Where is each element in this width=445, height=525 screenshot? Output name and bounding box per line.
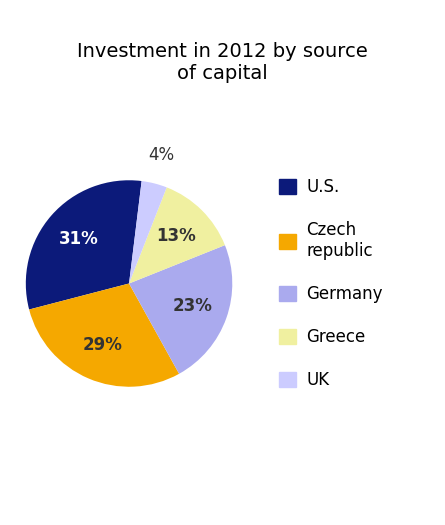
Text: 29%: 29% bbox=[83, 336, 122, 354]
Text: 31%: 31% bbox=[59, 230, 98, 248]
Wedge shape bbox=[26, 180, 142, 310]
Wedge shape bbox=[129, 181, 167, 284]
Wedge shape bbox=[29, 284, 179, 387]
Wedge shape bbox=[129, 187, 225, 284]
Text: 23%: 23% bbox=[172, 297, 212, 315]
Text: 13%: 13% bbox=[157, 227, 196, 245]
Text: 4%: 4% bbox=[148, 146, 174, 164]
Wedge shape bbox=[129, 245, 232, 374]
Text: Investment in 2012 by source
of capital: Investment in 2012 by source of capital bbox=[77, 42, 368, 83]
Legend: U.S., Czech
republic, Germany, Greece, UK: U.S., Czech republic, Germany, Greece, U… bbox=[279, 178, 383, 389]
